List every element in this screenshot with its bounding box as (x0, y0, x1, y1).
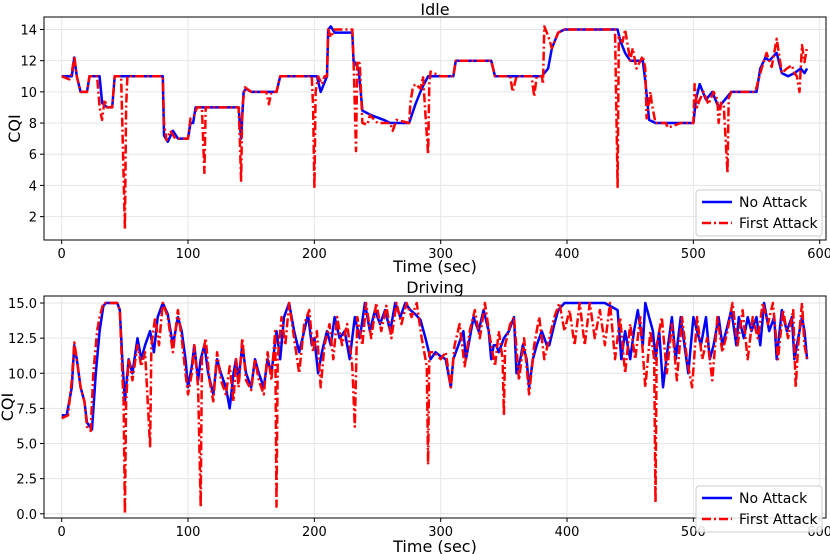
y-tick-label: 2 (29, 211, 37, 226)
y-axis-title: CQI (5, 114, 24, 142)
plot-frame (43, 295, 827, 519)
y-tick-label: 10.0 (8, 367, 37, 382)
x-axis-title: Time (sec) (392, 257, 477, 276)
y-tick-label: 15.0 (8, 297, 37, 312)
x-tick-label: 200 (302, 525, 327, 540)
legend-label: First Attack (739, 216, 818, 232)
y-tick-label: 14 (20, 23, 37, 38)
y-tick-label: 6 (29, 148, 37, 163)
x-tick-label: 400 (555, 525, 580, 540)
y-axis-title: CQI (0, 393, 17, 421)
y-tick-label: 12.5 (8, 332, 37, 347)
legend-label: No Attack (739, 195, 808, 211)
x-tick-label: 200 (302, 247, 327, 262)
x-tick-label: 300 (428, 525, 453, 540)
y-tick-label: 8 (29, 117, 37, 132)
x-axis-title: Time (sec) (392, 537, 477, 554)
legend: No Attack First Attack (695, 485, 823, 533)
chart-title: Driving (406, 278, 464, 297)
chart-title: Idle (420, 0, 449, 19)
chart-2: 01002003004005006000.02.55.07.510.012.51… (0, 278, 830, 554)
series-line-first-attack (61, 25, 809, 231)
x-tick-label: 300 (428, 247, 453, 262)
x-tick-label: 100 (176, 247, 201, 262)
x-tick-label: 500 (681, 247, 706, 262)
series-line-no-attack (61, 301, 809, 431)
y-tick-label: 5.0 (16, 438, 37, 453)
plot-frame (43, 16, 827, 241)
y-tick-label: 7.5 (16, 402, 37, 417)
series-line-first-attack (61, 301, 809, 516)
x-tick-label: 100 (176, 525, 201, 540)
x-tick-label: 0 (58, 247, 66, 262)
chart-1: 0 100 200 300 400 500 600 2 4 6 8 10 12 14 Idle Time (s… (5, 0, 830, 276)
x-tick-label: 600 (807, 247, 830, 262)
y-tick-label: 0.0 (16, 508, 37, 523)
y-tick-label: 2.5 (16, 473, 37, 488)
x-tick-label: 400 (555, 247, 580, 262)
legend: No Attack First Attack (695, 189, 823, 237)
y-tick-label: 12 (20, 55, 37, 70)
y-tick-label: 4 (29, 179, 37, 194)
legend-label: No Attack (739, 491, 808, 507)
y-tick-label: 10 (20, 86, 37, 101)
legend-label: First Attack (739, 512, 818, 528)
x-tick-label: 0 (58, 525, 66, 540)
